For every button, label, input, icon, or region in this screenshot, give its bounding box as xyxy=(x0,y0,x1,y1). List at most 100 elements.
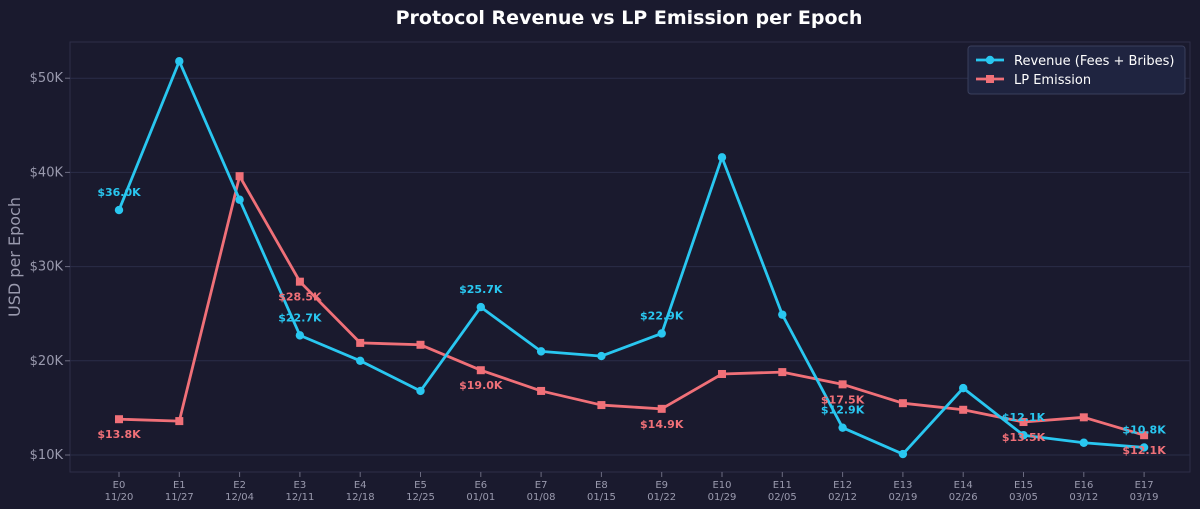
x-tick-date: 11/27 xyxy=(165,492,194,503)
x-tick-label: E7 xyxy=(535,480,548,491)
data-point-revenue xyxy=(235,195,244,204)
legend: Revenue (Fees + Bribes) LP Emission xyxy=(967,45,1186,95)
data-point-lp-emission xyxy=(718,369,726,378)
data-label-lp-emission: $13.5K xyxy=(1002,431,1046,444)
data-point-lp-emission xyxy=(778,368,787,377)
x-tick-date: 12/11 xyxy=(285,492,314,503)
legend-label-lp-emission: LP Emission xyxy=(1014,73,1091,88)
data-label-lp-emission: $12.1K xyxy=(1122,444,1166,457)
data-point-lp-emission xyxy=(1079,413,1088,422)
x-tick-label: E12 xyxy=(833,480,852,491)
data-point-lp-emission xyxy=(657,404,666,413)
data-point-revenue xyxy=(356,356,365,365)
data-label-lp-emission: $28.5K xyxy=(278,291,322,304)
data-point-revenue xyxy=(1079,438,1089,447)
y-tick-label: $40K xyxy=(30,165,64,180)
x-tick-label: E14 xyxy=(954,480,973,491)
x-tick-date: 03/12 xyxy=(1069,492,1098,503)
series-layer xyxy=(114,57,1149,459)
x-tick-date: 12/25 xyxy=(406,492,435,503)
x-tick-date: 03/19 xyxy=(1130,492,1159,503)
data-point-lp-emission xyxy=(1140,431,1149,440)
x-tick-date: 01/15 xyxy=(587,492,616,503)
x-tick-label: E17 xyxy=(1135,480,1154,491)
y-axis: $10K $20K $30K $40K $50K xyxy=(30,71,70,463)
x-tick-label: E16 xyxy=(1074,480,1093,491)
data-label-lp-emission: $13.8K xyxy=(97,428,141,441)
data-point-lp-emission xyxy=(476,366,485,375)
data-point-revenue xyxy=(536,347,546,356)
data-point-revenue xyxy=(114,205,124,215)
data-point-lp-emission xyxy=(115,415,123,424)
x-tick-label: E15 xyxy=(1014,480,1033,491)
x-tick-label: E3 xyxy=(294,480,307,491)
x-tick-date: 02/26 xyxy=(949,492,978,503)
data-point-lp-emission xyxy=(356,338,365,347)
data-label-lp-emission: $19.0K xyxy=(459,379,503,392)
y-tick-label: $20K xyxy=(30,354,64,369)
data-label-revenue: $22.7K xyxy=(278,311,322,324)
data-label-revenue: $10.8K xyxy=(1122,423,1166,436)
x-tick-date: 12/04 xyxy=(225,492,254,503)
data-labels: $13.8K $28.5K $19.0K $14.9K $17.5K $13.5K $12.… xyxy=(97,186,1166,457)
x-tick-date: 11/20 xyxy=(105,492,134,503)
x-tick-date: 02/05 xyxy=(768,492,797,503)
data-point-lp-emission xyxy=(235,172,244,181)
data-point-revenue xyxy=(838,423,847,432)
data-point-revenue xyxy=(1139,443,1149,452)
data-point-lp-emission xyxy=(959,405,968,414)
data-point-lp-emission xyxy=(295,277,304,286)
data-point-revenue xyxy=(717,153,727,162)
x-tick-date: 02/19 xyxy=(888,492,917,503)
x-tick-label: E1 xyxy=(173,480,186,491)
y-tick-label: $30K xyxy=(30,260,64,275)
data-point-lp-emission xyxy=(1019,418,1028,427)
data-label-revenue: $12.9K xyxy=(821,404,865,417)
data-label-revenue: $36.0K xyxy=(97,186,141,199)
x-tick-date: 01/01 xyxy=(466,492,495,503)
data-point-revenue xyxy=(476,302,485,312)
x-tick-date: 12/18 xyxy=(346,492,375,503)
data-point-lp-emission xyxy=(838,380,847,389)
data-point-revenue xyxy=(778,310,787,319)
data-label-lp-emission: $14.9K xyxy=(640,418,684,431)
x-tick-label: E8 xyxy=(595,480,608,491)
legend-label-revenue: Revenue (Fees + Bribes) xyxy=(1014,54,1174,69)
y-tick-label: $50K xyxy=(30,71,64,86)
data-label-revenue: $22.9K xyxy=(640,309,684,322)
data-label-lp-emission: $17.5K xyxy=(821,393,865,406)
x-tick-label: E6 xyxy=(474,480,487,491)
data-point-lp-emission xyxy=(416,340,425,349)
data-label-revenue: $25.7K xyxy=(459,283,503,296)
legend-box xyxy=(967,45,1186,95)
series-line-revenue xyxy=(117,59,1145,456)
data-point-revenue xyxy=(416,386,425,396)
data-point-revenue xyxy=(295,331,305,340)
data-point-revenue xyxy=(898,449,908,459)
x-tick-date: 01/22 xyxy=(647,492,676,503)
x-tick-label: E0 xyxy=(113,480,126,491)
x-tick-label: E10 xyxy=(712,480,731,491)
y-tick-label: $10K xyxy=(30,448,64,463)
x-tick-label: E5 xyxy=(414,480,427,491)
data-label-revenue: $12.1K xyxy=(1002,411,1046,424)
data-point-revenue xyxy=(959,383,968,393)
x-tick-label: E9 xyxy=(655,480,668,491)
data-point-lp-emission xyxy=(175,417,184,426)
x-tick-date: 01/08 xyxy=(527,492,556,503)
x-tick-label: E11 xyxy=(773,480,792,491)
data-point-lp-emission xyxy=(898,399,907,408)
x-tick-date: 02/12 xyxy=(828,492,857,503)
data-point-lp-emission xyxy=(537,386,546,395)
chart-title: Protocol Revenue vs LP Emission per Epoc… xyxy=(396,7,863,29)
data-point-revenue xyxy=(1019,431,1028,440)
y-axis-label: USD per Epoch xyxy=(5,197,24,317)
legend-marker-revenue xyxy=(985,55,995,65)
x-tick-date: 01/29 xyxy=(708,492,737,503)
x-tick-label: E13 xyxy=(893,480,912,491)
x-tick-label: E4 xyxy=(354,480,367,491)
data-point-lp-emission xyxy=(597,401,606,410)
data-point-revenue xyxy=(175,57,184,66)
data-point-revenue xyxy=(597,351,606,361)
